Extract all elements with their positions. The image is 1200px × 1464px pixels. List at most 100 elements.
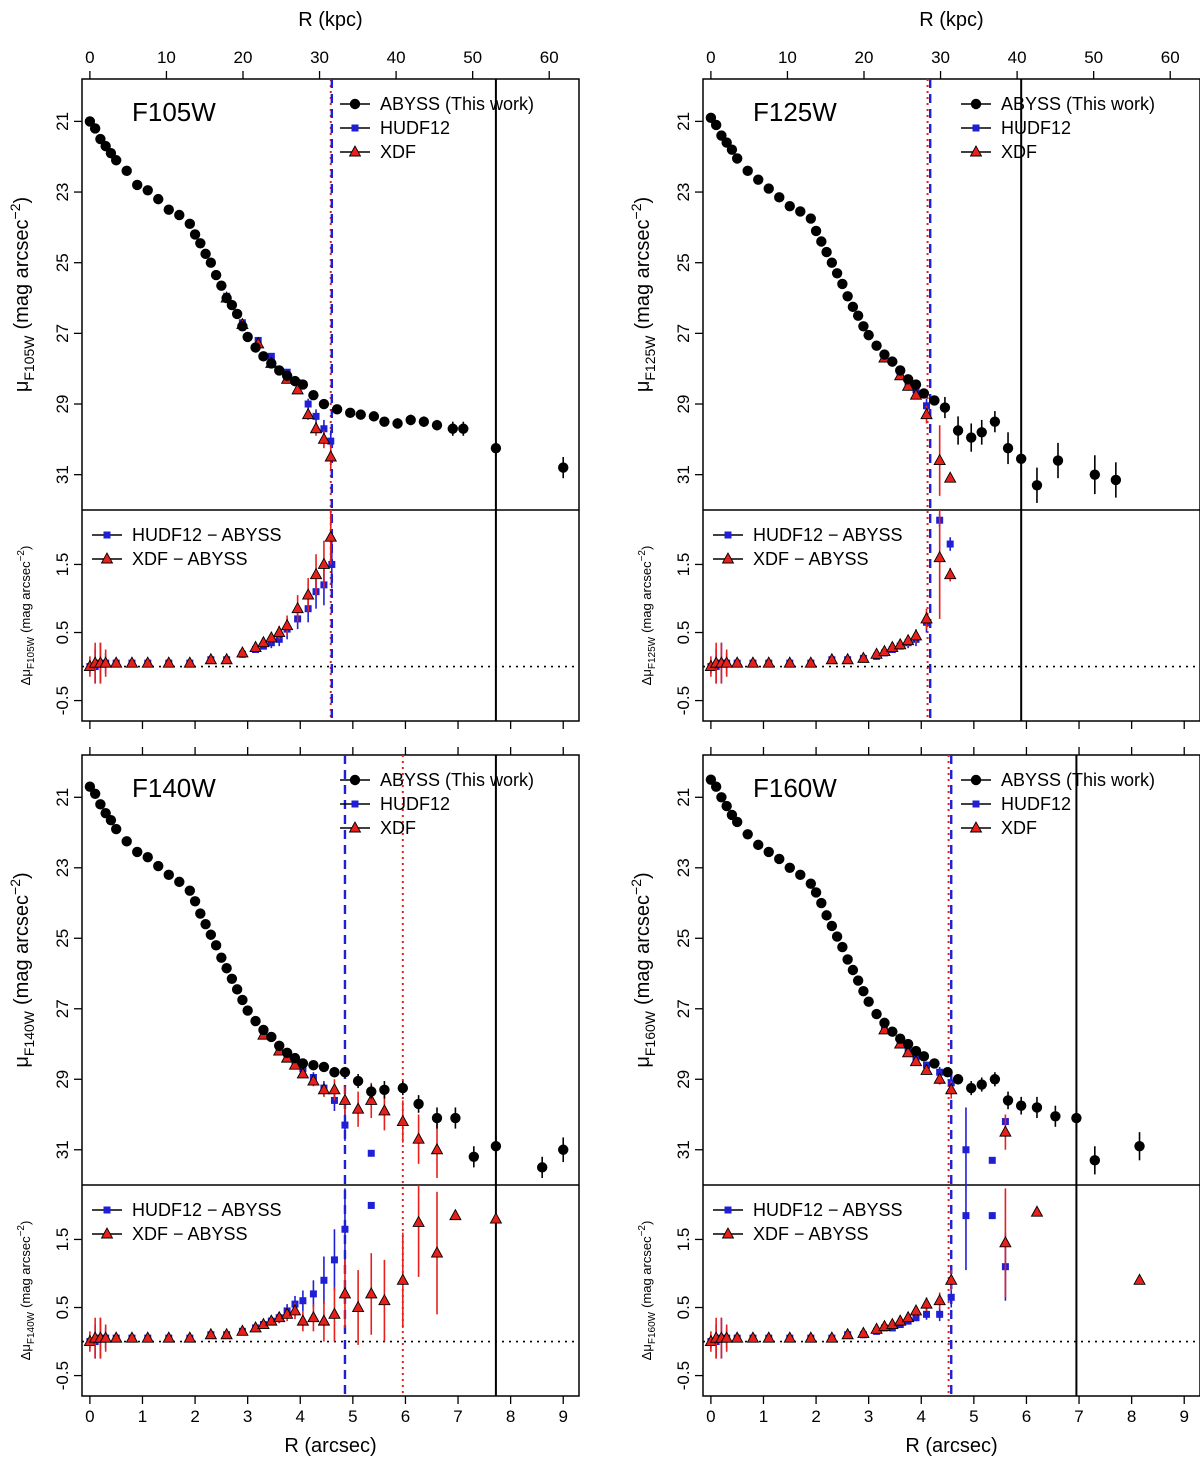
xdf-point bbox=[378, 1293, 391, 1306]
arcsec-tick-label: 5 bbox=[969, 1407, 978, 1426]
xdf-point bbox=[280, 1307, 294, 1319]
abyss-point bbox=[297, 379, 309, 390]
xdf-point bbox=[351, 1300, 365, 1312]
abyss-point bbox=[970, 774, 982, 786]
mu-tick-label: 29 bbox=[674, 395, 693, 414]
xdf-point bbox=[933, 550, 946, 563]
abyss-point bbox=[200, 248, 211, 260]
xdf-point bbox=[999, 1235, 1012, 1248]
xdf-point bbox=[825, 1331, 839, 1343]
abyss-point bbox=[726, 144, 738, 155]
xdf-point bbox=[944, 1082, 958, 1095]
xdf-point bbox=[309, 421, 323, 434]
abyss-point bbox=[810, 887, 822, 898]
abyss-point bbox=[339, 1067, 351, 1078]
legend-label: XDF bbox=[1001, 142, 1037, 162]
dmu-symbol: Δμ bbox=[18, 1344, 33, 1360]
abyss-point bbox=[966, 432, 977, 443]
hudf12-point bbox=[341, 1225, 349, 1233]
arcsec-tick-label: 9 bbox=[1179, 1407, 1188, 1426]
dmu-subscript: F125W bbox=[647, 636, 658, 669]
abyss-point bbox=[184, 218, 196, 230]
kpc-tick-label: 50 bbox=[1084, 48, 1103, 67]
mu-tick-label: 23 bbox=[53, 183, 72, 202]
xdf-point bbox=[933, 1293, 946, 1306]
legend-label: HUDF12 bbox=[1001, 794, 1071, 814]
abyss-point bbox=[816, 897, 827, 909]
abyss-point bbox=[368, 411, 380, 422]
abyss-point bbox=[742, 829, 753, 840]
abyss-point bbox=[121, 165, 132, 177]
abyss-point bbox=[318, 398, 330, 410]
abyss-point bbox=[929, 1058, 940, 1069]
xdf-point bbox=[412, 1132, 425, 1144]
arcsec-tick-label: 4 bbox=[296, 1407, 305, 1426]
xdf-point bbox=[317, 432, 331, 444]
mu-tick-label: 21 bbox=[53, 788, 72, 807]
abyss-point bbox=[847, 301, 859, 313]
abyss-point bbox=[308, 1059, 319, 1071]
kpc-tick-label: 0 bbox=[85, 48, 94, 67]
abyss-point bbox=[205, 257, 217, 268]
legend-label: HUDF12 bbox=[380, 794, 450, 814]
kpc-tick-label: 20 bbox=[234, 48, 253, 67]
abyss-point bbox=[189, 229, 201, 240]
hudf12-point bbox=[327, 437, 335, 445]
kpc-tick-label: 10 bbox=[157, 48, 176, 67]
legend-label: XDF − ABYSS bbox=[132, 549, 248, 569]
hudf12-point bbox=[367, 1149, 375, 1157]
xdf-point bbox=[236, 1324, 249, 1336]
abyss-point bbox=[153, 193, 164, 205]
abyss-point bbox=[349, 774, 361, 786]
abyss-point bbox=[918, 388, 930, 399]
hudf12-point bbox=[923, 1310, 931, 1318]
xdf-point bbox=[920, 611, 933, 624]
dmu-symbol: Δμ bbox=[639, 669, 654, 685]
abyss-point bbox=[226, 973, 238, 985]
arcsec-tick-label: 3 bbox=[864, 1407, 873, 1426]
mu-symbol: μ bbox=[11, 381, 33, 393]
mu-tick-label: 31 bbox=[53, 465, 72, 484]
xdf-diff-series bbox=[704, 1188, 1146, 1359]
legend-label: HUDF12 bbox=[1001, 118, 1071, 138]
legend-label: ABYSS (This work) bbox=[1001, 94, 1155, 114]
xdf-point bbox=[762, 1331, 776, 1343]
xdf-point bbox=[204, 1327, 218, 1340]
mu-tick-label: 25 bbox=[53, 929, 72, 948]
abyss-point bbox=[189, 896, 201, 907]
hudf12-point bbox=[312, 412, 320, 420]
dmu-tick-label: -0.5 bbox=[53, 1361, 72, 1390]
abyss-point bbox=[289, 1052, 301, 1064]
xdf-point bbox=[236, 646, 249, 658]
xdf-point bbox=[324, 450, 338, 462]
xdf-diff-series bbox=[704, 510, 957, 684]
xdf-point bbox=[301, 588, 315, 600]
hudf12-point bbox=[304, 400, 312, 408]
abyss-point bbox=[266, 1031, 277, 1043]
abyss-point bbox=[366, 1086, 377, 1097]
abyss-point bbox=[242, 331, 253, 343]
xdf-point bbox=[99, 1331, 112, 1343]
xdf-point bbox=[430, 1246, 444, 1258]
mu-tick-label: 29 bbox=[674, 1070, 693, 1089]
mu-subscript: F140W bbox=[21, 1010, 37, 1056]
abyss-point bbox=[966, 1082, 977, 1094]
hudf12-point bbox=[988, 1212, 996, 1220]
abyss-point bbox=[763, 183, 774, 194]
xdf-point bbox=[288, 1303, 302, 1316]
xdf-point bbox=[1133, 1273, 1146, 1285]
abyss-point bbox=[174, 209, 185, 221]
xdf-point bbox=[857, 651, 870, 663]
abyss-point bbox=[774, 853, 785, 865]
abyss-point bbox=[163, 869, 174, 881]
abyss-point bbox=[258, 351, 269, 362]
xdf-point bbox=[804, 656, 818, 668]
xdf-point bbox=[396, 1273, 410, 1285]
abyss-point bbox=[258, 1024, 269, 1036]
dmu-exponent: −2 bbox=[637, 1225, 648, 1237]
xdf-point bbox=[720, 656, 733, 668]
abyss-point bbox=[250, 1015, 261, 1027]
dmu-units: (mag arcsec bbox=[18, 561, 33, 633]
